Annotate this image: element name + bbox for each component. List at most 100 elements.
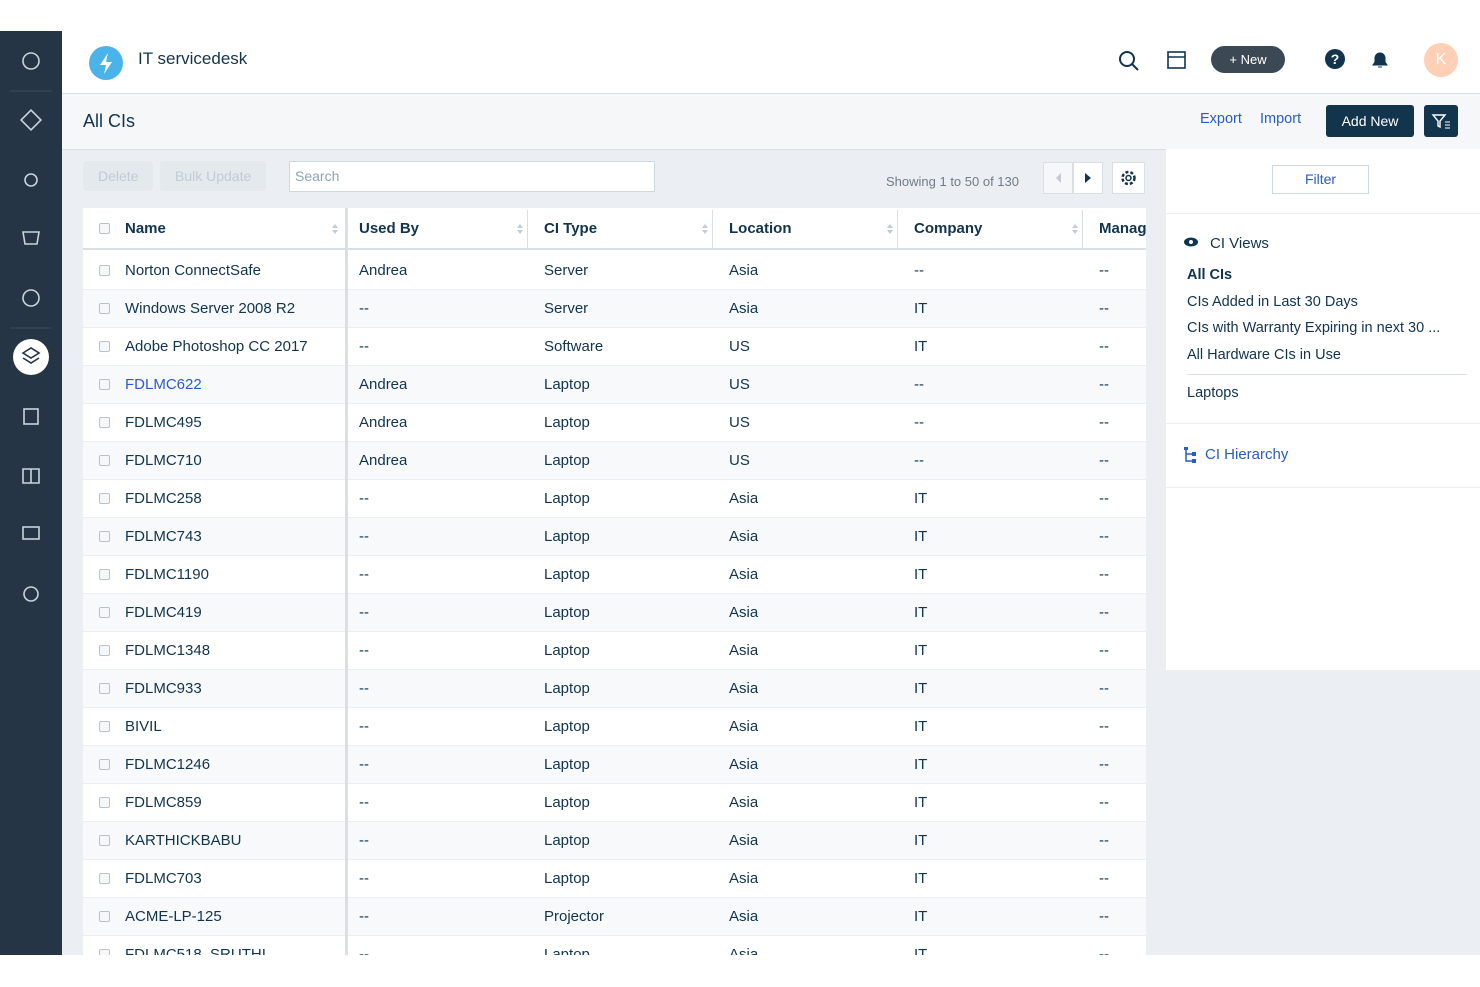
cell: -- [1099,518,1109,556]
ci-name[interactable]: FDLMC710 [125,442,202,480]
view-item[interactable]: Laptops [1187,385,1239,401]
new-button[interactable]: + New [1211,46,1285,73]
sort-icon [332,230,338,234]
cell: Asia [729,936,758,955]
checkbox[interactable] [99,759,110,770]
ci-name[interactable]: FDLMC258 [125,480,202,518]
view-item[interactable]: All Hardware CIs in Use [1187,347,1341,363]
search-icon[interactable] [1117,49,1141,73]
page-title: All CIs [83,111,135,132]
ci-name[interactable]: FDLMC743 [125,518,202,556]
table-row: FDLMC1246--LaptopAsiaIT-- [83,746,1146,784]
ci-name[interactable]: FDLMC622 [125,366,202,404]
calendar-icon[interactable] [1166,49,1188,71]
ci-name[interactable]: Windows Server 2008 R2 [125,290,295,328]
ci-name[interactable]: Adobe Photoshop CC 2017 [125,328,308,366]
column-header[interactable]: Location [729,208,792,250]
ci-name[interactable]: FDLMC703 [125,860,202,898]
cell: -- [359,860,369,898]
ci-name[interactable]: FDLMC1246 [125,746,210,784]
ci-name[interactable]: FDLMC1190 [125,556,209,594]
checkbox[interactable] [99,265,110,276]
checkbox[interactable] [99,873,110,884]
import-link[interactable]: Import [1260,111,1301,127]
ci-name[interactable]: FDLMC859 [125,784,202,822]
avatar[interactable]: K [1424,43,1458,77]
checkbox[interactable] [99,911,110,922]
view-item[interactable]: CIs Added in Last 30 Days [1187,294,1358,310]
cell: -- [359,670,369,708]
hierarchy-icon [1183,446,1197,464]
ci-name[interactable]: FDLMC933 [125,670,202,708]
cell: Asia [729,252,758,290]
cell: Laptop [544,404,590,442]
column-header[interactable]: Company [914,208,982,250]
cell: IT [914,480,927,518]
ci-name[interactable]: FDLMC1348 [125,632,210,670]
settings-button[interactable] [1112,162,1145,194]
cell: IT [914,784,927,822]
cell: -- [1099,594,1109,632]
cell: Asia [729,518,758,556]
cell: -- [1099,860,1109,898]
ci-name[interactable]: BIVIL [125,708,162,746]
cell: Asia [729,860,758,898]
checkbox[interactable] [99,493,110,504]
column-header[interactable]: Name [125,208,166,250]
checkbox[interactable] [99,223,110,234]
cell: US [729,328,750,366]
cell: Asia [729,746,758,784]
checkbox[interactable] [99,721,110,732]
ci-hierarchy-link[interactable]: CI Hierarchy [1205,446,1288,463]
sidebar [0,31,62,955]
cell: -- [914,404,924,442]
cell: Laptop [544,632,590,670]
cell: IT [914,328,927,366]
add-new-button[interactable]: Add New [1326,105,1414,137]
sidebar-icons [0,31,62,955]
filter-toggle[interactable] [1424,105,1458,137]
checkbox[interactable] [99,341,110,352]
cell: Laptop [544,366,590,404]
checkbox[interactable] [99,455,110,466]
notification-icon[interactable] [1369,49,1391,71]
search-input[interactable]: Search [289,161,655,192]
checkbox[interactable] [99,949,110,955]
checkbox[interactable] [99,531,110,542]
export-link[interactable]: Export [1200,111,1242,127]
ci-name[interactable]: FDLMC495 [125,404,202,442]
checkbox[interactable] [99,683,110,694]
ci-name[interactable]: FDLMC518_SRUTHI [125,936,266,955]
table-row: FDLMC859--LaptopAsiaIT-- [83,784,1146,822]
column-header[interactable]: CI Type [544,208,597,250]
cell: Asia [729,708,758,746]
cell: Andrea [359,404,407,442]
checkbox[interactable] [99,607,110,618]
view-item[interactable]: CIs with Warranty Expiring in next 30 ..… [1187,320,1440,336]
cell: Laptop [544,594,590,632]
checkbox[interactable] [99,569,110,580]
cell: Laptop [544,822,590,860]
checkbox[interactable] [99,835,110,846]
delete-button[interactable]: Delete [83,161,153,191]
column-header[interactable]: Manag [1099,208,1146,250]
column-header[interactable]: Used By [359,208,419,250]
ci-name[interactable]: KARTHICKBABU [125,822,241,860]
view-item[interactable]: All CIs [1187,267,1232,283]
pagination[interactable] [1043,162,1103,194]
checkbox[interactable] [99,303,110,314]
help-icon[interactable]: ? [1324,48,1346,70]
filter-button[interactable]: Filter [1272,165,1369,194]
bulk-update-button[interactable]: Bulk Update [160,161,266,191]
checkbox[interactable] [99,379,110,390]
checkbox[interactable] [99,797,110,808]
checkbox[interactable] [99,417,110,428]
ci-name[interactable]: Norton ConnectSafe [125,252,261,290]
sort-icon [517,224,523,228]
cell: Server [544,290,588,328]
checkbox[interactable] [99,645,110,656]
column-divider [527,210,528,248]
divider [1187,374,1467,375]
ci-name[interactable]: FDLMC419 [125,594,202,632]
ci-name[interactable]: ACME-LP-125 [125,898,222,936]
